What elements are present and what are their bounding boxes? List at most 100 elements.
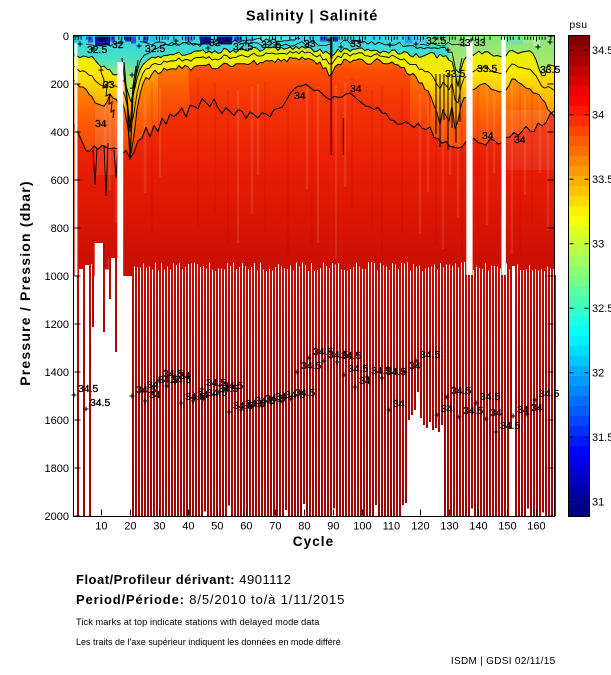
svg-text:Float/Profileur dérivant: 490: Float/Profileur dérivant: 4901112 — [76, 572, 291, 587]
svg-text:32.5: 32.5 — [592, 303, 611, 315]
svg-text:Tick marks at top indicate sta: Tick marks at top indicate stations with… — [76, 617, 320, 627]
svg-text:140: 140 — [469, 521, 487, 533]
svg-text:60: 60 — [240, 521, 252, 533]
svg-text:40: 40 — [182, 521, 194, 533]
svg-text:34.5: 34.5 — [451, 386, 471, 397]
svg-text:120: 120 — [411, 521, 429, 533]
svg-text:Period/Période: 8/5/2010 to/: Period/Période: 8/5/2010 to/à 1/11/2015 — [76, 592, 345, 607]
svg-text:34.5: 34.5 — [480, 392, 500, 403]
svg-text:34.5: 34.5 — [295, 388, 315, 399]
svg-text:80: 80 — [298, 521, 310, 533]
svg-text:1800: 1800 — [45, 463, 69, 475]
svg-text:160: 160 — [527, 521, 545, 533]
svg-text:800: 800 — [51, 223, 69, 235]
svg-text:34.5: 34.5 — [313, 347, 333, 358]
svg-text:32.5: 32.5 — [233, 42, 253, 53]
svg-text:34: 34 — [514, 135, 526, 146]
svg-text:30: 30 — [153, 521, 165, 533]
svg-text:34: 34 — [179, 371, 191, 382]
svg-text:400: 400 — [51, 127, 69, 139]
svg-text:34: 34 — [95, 119, 107, 130]
svg-text:34.5: 34.5 — [341, 351, 361, 362]
svg-text:20: 20 — [124, 521, 136, 533]
svg-text:34.5: 34.5 — [301, 361, 321, 372]
svg-text:34: 34 — [517, 405, 529, 416]
svg-text:34: 34 — [294, 91, 306, 102]
svg-text:34.5: 34.5 — [371, 366, 391, 377]
svg-text:32: 32 — [209, 38, 221, 49]
svg-text:34.5: 34.5 — [285, 390, 305, 401]
svg-text:32.5: 32.5 — [145, 44, 165, 55]
svg-text:34: 34 — [490, 408, 502, 419]
svg-text:psu: psu — [569, 19, 587, 31]
svg-text:Cycle: Cycle — [293, 534, 335, 549]
svg-text:33: 33 — [592, 239, 604, 251]
svg-text:34.5: 34.5 — [163, 369, 183, 380]
svg-text:34: 34 — [592, 110, 604, 122]
svg-text:100: 100 — [353, 521, 371, 533]
svg-text:1400: 1400 — [45, 367, 69, 379]
svg-text:34.5: 34.5 — [185, 392, 205, 403]
svg-text:34: 34 — [531, 403, 543, 414]
svg-text:34.5: 34.5 — [245, 399, 265, 410]
svg-text:34.5: 34.5 — [255, 396, 275, 407]
svg-text:34.5: 34.5 — [158, 375, 178, 386]
svg-text:50: 50 — [211, 521, 223, 533]
svg-text:34: 34 — [350, 84, 362, 95]
svg-text:32.5: 32.5 — [87, 45, 107, 56]
svg-text:70: 70 — [269, 521, 281, 533]
svg-text:150: 150 — [498, 521, 516, 533]
svg-text:34.5: 34.5 — [420, 350, 440, 361]
svg-text:33: 33 — [103, 80, 115, 91]
svg-text:34.5: 34.5 — [206, 378, 226, 389]
svg-text:110: 110 — [383, 521, 401, 533]
svg-text:33.5: 33.5 — [592, 174, 611, 186]
svg-text:Pressure / Pression (dbar): Pressure / Pression (dbar) — [17, 180, 33, 386]
svg-text:33.5: 33.5 — [445, 69, 465, 80]
svg-text:34: 34 — [393, 399, 405, 410]
svg-text:2000: 2000 — [45, 511, 69, 523]
svg-text:34.5: 34.5 — [328, 350, 348, 361]
svg-text:34: 34 — [409, 361, 421, 372]
svg-text:33: 33 — [474, 38, 486, 49]
svg-text:34.5: 34.5 — [207, 388, 227, 399]
svg-text:34.5: 34.5 — [592, 45, 611, 57]
svg-text:34.5: 34.5 — [386, 367, 406, 378]
svg-text:34.5: 34.5 — [348, 364, 368, 375]
svg-text:ISDM | GDSI 02/11/15: ISDM | GDSI 02/11/15 — [451, 656, 556, 667]
svg-text:1600: 1600 — [45, 415, 69, 427]
svg-text:32.5: 32.5 — [426, 36, 446, 47]
svg-text:90: 90 — [327, 521, 339, 533]
svg-text:32.5: 32.5 — [261, 40, 281, 51]
svg-text:34.5: 34.5 — [171, 375, 191, 386]
svg-text:10: 10 — [95, 521, 107, 533]
svg-text:34.5: 34.5 — [223, 381, 243, 392]
svg-text:1000: 1000 — [45, 271, 69, 283]
svg-text:34: 34 — [149, 390, 161, 401]
svg-text:34.5: 34.5 — [78, 384, 98, 395]
svg-text:200: 200 — [51, 79, 69, 91]
svg-text:34: 34 — [197, 390, 209, 401]
svg-text:34.5: 34.5 — [136, 385, 156, 396]
svg-text:34: 34 — [482, 131, 494, 142]
svg-text:33.5: 33.5 — [477, 64, 497, 75]
svg-text:33: 33 — [304, 39, 316, 50]
svg-text:33: 33 — [459, 38, 471, 49]
svg-text:Les traits de l'axe supérieur: Les traits de l'axe supérieur indiquent … — [76, 637, 341, 647]
svg-text:31.5: 31.5 — [592, 432, 611, 444]
svg-text:34.5: 34.5 — [500, 421, 520, 432]
svg-text:0: 0 — [63, 31, 69, 43]
svg-text:31: 31 — [592, 497, 604, 509]
svg-text:600: 600 — [51, 175, 69, 187]
svg-text:34.5: 34.5 — [265, 394, 285, 405]
svg-text:34: 34 — [275, 392, 287, 403]
svg-text:32: 32 — [592, 368, 604, 380]
svg-text:Salinity | Salinité: Salinity | Salinité — [246, 9, 378, 25]
svg-text:33: 33 — [350, 39, 362, 50]
svg-text:33.5: 33.5 — [540, 65, 560, 76]
svg-text:34.5: 34.5 — [233, 401, 253, 412]
svg-text:34.5: 34.5 — [218, 384, 238, 395]
svg-text:32: 32 — [112, 40, 124, 51]
svg-text:1200: 1200 — [45, 319, 69, 331]
svg-text:34: 34 — [441, 404, 453, 415]
